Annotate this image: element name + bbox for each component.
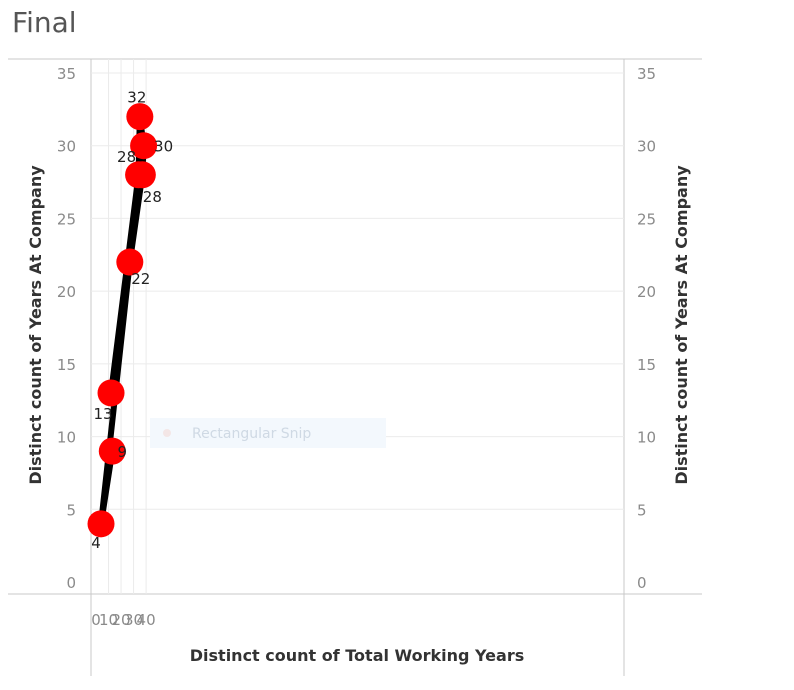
y-tick-label-right: 25 — [637, 210, 656, 228]
y-tick-label-left: 15 — [57, 356, 76, 374]
data-label: 28 — [117, 148, 136, 166]
snip-label: Rectangular Snip — [192, 426, 311, 442]
y-tick-label-right: 30 — [637, 138, 656, 156]
y-tick-label-left: 25 — [57, 210, 76, 228]
y-tick-label-right: 35 — [637, 65, 656, 83]
x-tick-label: 10 — [99, 611, 118, 629]
y-tick-label-right: 15 — [637, 356, 656, 374]
data-label: 9 — [118, 443, 128, 461]
data-point — [126, 103, 154, 131]
y-axis-title-left: Distinct count of Years At Company — [26, 165, 45, 485]
data-point — [87, 510, 115, 538]
snip-box — [150, 418, 386, 448]
data-label: 4 — [91, 534, 101, 552]
y-tick-label-right: 20 — [637, 283, 656, 301]
data-label: 32 — [127, 89, 146, 107]
data-point — [98, 437, 126, 465]
y-tick-label-left: 0 — [66, 574, 76, 592]
y-axis-title-right: Distinct count of Years At Company — [672, 165, 691, 485]
data-series — [87, 103, 158, 538]
data-label: 13 — [93, 405, 112, 423]
x-tick-label: 30 — [124, 611, 143, 629]
y-tick-label-left: 10 — [57, 429, 76, 447]
y-tick-label-left: 5 — [66, 501, 76, 519]
data-label: 22 — [131, 270, 150, 288]
y-tick-label-left: 35 — [57, 65, 76, 83]
data-point — [125, 161, 153, 189]
data-point — [97, 379, 125, 407]
snip-icon — [163, 429, 171, 437]
y-tick-label-left: 20 — [57, 283, 76, 301]
data-labels: 9 4 22 28 30 32 28 13 — [91, 89, 173, 552]
x-tick-label: 40 — [137, 611, 156, 629]
data-label: 30 — [154, 138, 173, 156]
chart-frame — [8, 58, 702, 676]
y-tick-label-left: 30 — [57, 138, 76, 156]
chart-title: Final — [12, 6, 77, 39]
rectangular-snip-overlay: Rectangular Snip — [150, 418, 386, 448]
x-axis-title: Distinct count of Total Working Years — [190, 646, 524, 665]
data-point — [116, 248, 144, 276]
data-point — [130, 132, 158, 160]
y-tick-label-right: 0 — [637, 574, 647, 592]
y-tick-label-right: 5 — [637, 501, 647, 519]
x-tick-label: 0 — [91, 611, 101, 629]
y-tick-label-right: 10 — [637, 429, 656, 447]
data-label: 28 — [143, 188, 162, 206]
x-tick-label: 20 — [112, 611, 131, 629]
